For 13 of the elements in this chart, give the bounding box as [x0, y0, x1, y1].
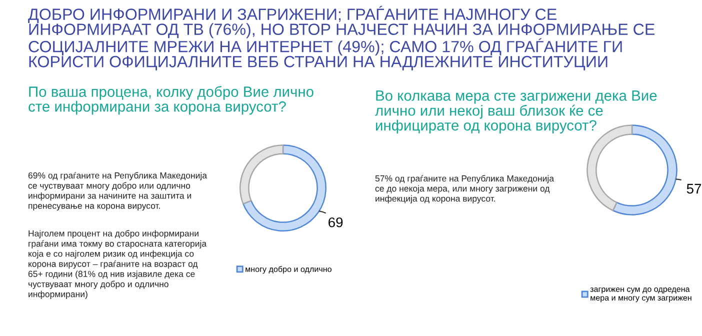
chart-title: ДОБРО ИНФОРМИРАНИ И ЗАГРИЖЕНИ; ГРАЃАНИТЕ НАЈМНОГУ СЕ ИНФОРМИРААТ ОД ТВ (76%), НО ВТОР НАЈЧЕСТ НАЧИН ЗА ИНФОРМИРАЊЕ СЕ СОЦИЈАЛНИТЕ МРЕЖИ НА ИНТЕРНЕТ (49%); САМО 17% ОД ГРАЃАНИТЕ ГИ КОРИСТИ ОФИЦИЈАЛНИТЕ ВЕБ СТРАНИ НА НАДЛЕЖНИТЕ ИНСТИТУЦИИ: [28, 6, 654, 70]
text: Најголем процент на добро информирани граѓани има токму во старосната категорија која е со најголем ризик од инфекција со корона вирусот – граѓаните на возраст од 65+ години (81% од нив изјавиле дека се чуствуваат многу добро и одлично информирани): [28, 230, 207, 299]
legend-label: загрижен сум до одредена мера и многу сум загрижен: [590, 288, 692, 302]
donut-slice: [612, 124, 678, 216]
donut-slice: [240, 144, 284, 204]
text: 69% од граѓаните на Република Македонија се чуствуваат многу добро или одлично информирани за начините на заштита и пренесување на корона вирусот.: [28, 172, 208, 211]
text: 57% од граѓаните на Република Македонија се до некоја мера, или многу загрижени од инфекција од корона вирусот.: [375, 175, 554, 204]
chart-subtitle: Во колкава мера сте загрижени дека Вие лично или некој ваш близок ќе се инфицирате од корона вирусот?: [375, 90, 657, 134]
legend-label: многу добро и одлично: [246, 266, 332, 274]
data-label: 69: [328, 217, 343, 228]
chart-subtitle: По ваша процена, колку добро Вие лично сте информирани за корона вирусот?: [28, 86, 314, 115]
data-label: 57: [686, 184, 702, 194]
donut-slice: [242, 144, 326, 232]
